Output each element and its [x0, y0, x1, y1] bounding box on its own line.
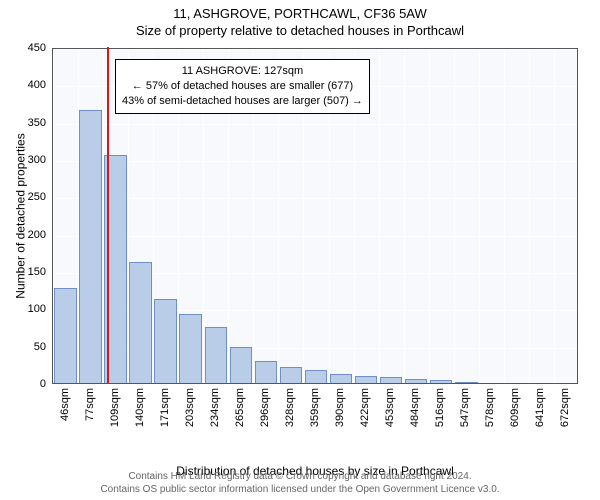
y-tick-label: 350 [0, 117, 46, 129]
histogram-bar [380, 377, 403, 383]
y-tick-label: 100 [0, 303, 46, 315]
histogram-bar [129, 262, 152, 383]
gridline-h [53, 161, 577, 162]
gridline-v [504, 49, 505, 383]
x-tick-label: 453sqm [384, 388, 396, 427]
x-tick-label: 203sqm [184, 388, 196, 427]
x-tick-label: 641sqm [534, 388, 546, 427]
x-tick-label: 265sqm [234, 388, 246, 427]
y-tick-label: 300 [0, 154, 46, 166]
x-tick-label: 609sqm [509, 388, 521, 427]
x-tick-label: 422sqm [359, 388, 371, 427]
y-axis-label-wrap: Number of detached properties [14, 48, 28, 384]
annotation-line: ← 57% of detached houses are smaller (67… [122, 79, 363, 94]
x-tick-label: 390sqm [334, 388, 346, 427]
footer-line2: Contains OS public sector information li… [0, 483, 600, 496]
y-tick-label: 50 [0, 341, 46, 353]
gridline-v [554, 49, 555, 383]
histogram-bar [430, 380, 453, 383]
histogram-bar [455, 382, 478, 383]
histogram-bar [330, 374, 353, 383]
y-tick-label: 0 [0, 378, 46, 390]
gridline-v [429, 49, 430, 383]
x-tick-label: 234sqm [209, 388, 221, 427]
chart-title-address: 11, ASHGROVE, PORTHCAWL, CF36 5AW [0, 6, 600, 21]
chart-area: Number of detached properties 11 ASHGROV… [0, 44, 600, 436]
annotation-line: 43% of semi-detached houses are larger (… [122, 94, 363, 109]
chart-title-desc: Size of property relative to detached ho… [0, 23, 600, 38]
x-tick-label: 484sqm [409, 388, 421, 427]
gridline-v [454, 49, 455, 383]
y-tick-label: 450 [0, 42, 46, 54]
gridline-h [53, 198, 577, 199]
histogram-bar [305, 370, 328, 383]
gridline-h [53, 385, 577, 386]
x-tick-label: 672sqm [559, 388, 571, 427]
histogram-bar [79, 110, 102, 383]
gridline-h [53, 236, 577, 237]
histogram-bar [405, 379, 428, 383]
histogram-bar [255, 361, 278, 383]
footer-line1: Contains HM Land Registry data © Crown c… [0, 470, 600, 483]
gridline-v [579, 49, 580, 383]
footer-attribution: Contains HM Land Registry data © Crown c… [0, 470, 600, 496]
y-tick-label: 150 [0, 266, 46, 278]
x-tick-label: 171sqm [159, 388, 171, 427]
histogram-bar [54, 288, 77, 383]
histogram-bar [355, 376, 378, 383]
plot-region: 11 ASHGROVE: 127sqm← 57% of detached hou… [52, 48, 578, 384]
property-marker-line [107, 47, 109, 383]
gridline-h [53, 49, 577, 50]
histogram-bar [179, 314, 202, 383]
y-tick-label: 200 [0, 229, 46, 241]
y-tick-label: 250 [0, 191, 46, 203]
histogram-bar [230, 347, 253, 383]
x-tick-label: 359sqm [309, 388, 321, 427]
property-annotation: 11 ASHGROVE: 127sqm← 57% of detached hou… [115, 59, 370, 114]
x-tick-label: 516sqm [434, 388, 446, 427]
histogram-bar [280, 367, 303, 383]
x-tick-label: 578sqm [484, 388, 496, 427]
x-tick-label: 77sqm [84, 388, 96, 421]
histogram-bar [205, 327, 228, 383]
histogram-bar [154, 299, 177, 383]
gridline-v [479, 49, 480, 383]
x-tick-label: 46sqm [59, 388, 71, 421]
gridline-v [529, 49, 530, 383]
y-tick-label: 400 [0, 79, 46, 91]
x-tick-label: 109sqm [109, 388, 121, 427]
gridline-h [53, 124, 577, 125]
x-tick-label: 547sqm [459, 388, 471, 427]
annotation-line: 11 ASHGROVE: 127sqm [122, 64, 363, 79]
x-tick-label: 296sqm [259, 388, 271, 427]
x-tick-label: 140sqm [134, 388, 146, 427]
gridline-v [379, 49, 380, 383]
x-tick-label: 328sqm [284, 388, 296, 427]
gridline-v [404, 49, 405, 383]
